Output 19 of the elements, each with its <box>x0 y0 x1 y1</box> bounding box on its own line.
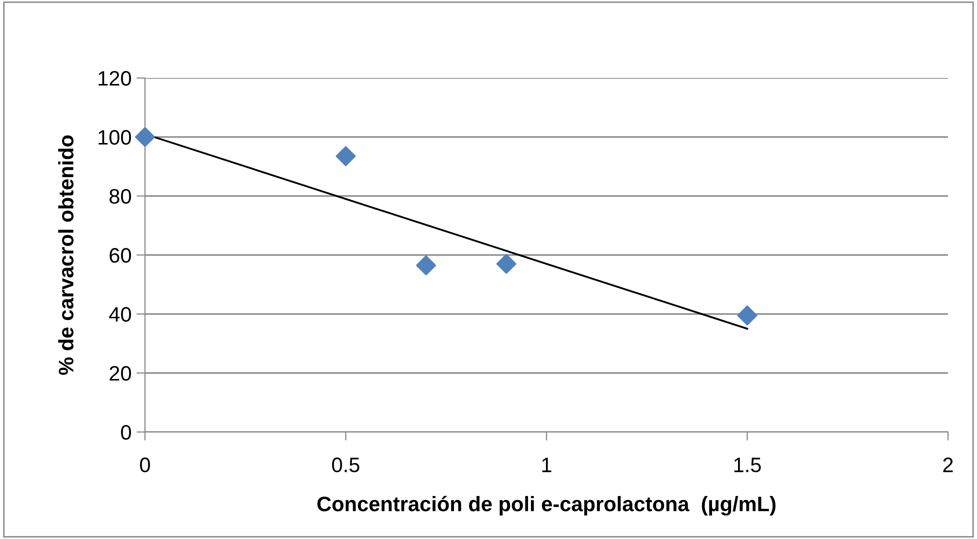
y-tick-label: 120 <box>98 71 131 86</box>
y-tick-label: 20 <box>110 366 131 381</box>
y-tick-label: 40 <box>109 307 131 322</box>
x-tick-label: 0.5 <box>332 458 360 472</box>
x-tick-label: 0 <box>140 458 150 472</box>
point <box>336 146 356 166</box>
x-axis-title: Concentración de poli e-caprolactona (µg/mL) <box>317 496 776 516</box>
y-axis-title: % de carvacrol obtenido <box>58 135 74 375</box>
point <box>134 126 156 148</box>
y-tick-label: 100 <box>98 130 131 145</box>
y-tick-label: 60 <box>110 248 131 263</box>
point <box>496 254 516 274</box>
point <box>416 255 436 276</box>
x-tick-label: 1.5 <box>734 458 761 472</box>
x-tick-label: 2 <box>943 458 953 472</box>
x-tick-label: 1 <box>542 458 552 472</box>
y-tick-label: 80 <box>110 189 131 204</box>
y-tick-label: 0 <box>121 425 131 440</box>
point <box>737 305 758 326</box>
